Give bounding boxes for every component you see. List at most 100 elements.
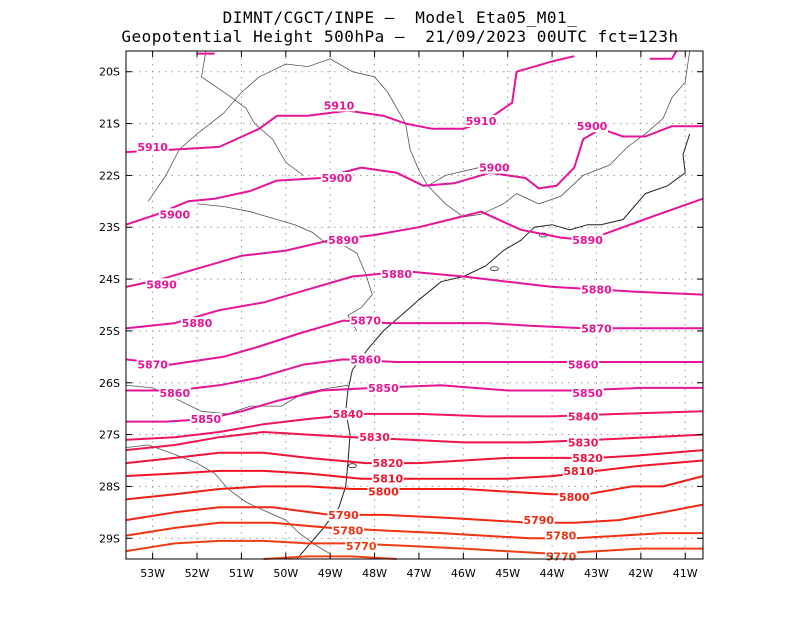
contour-label-bg (327, 508, 360, 521)
contour-label: 5880 (381, 268, 412, 281)
lat-tick-label: 25S (99, 325, 120, 338)
contour-label-bg (580, 322, 613, 335)
coastline (296, 133, 691, 560)
contour-label-bg (323, 99, 356, 112)
title-line-2: Geopotential Height 500hPa – 21/09/2023 … (121, 27, 679, 46)
contour-label-bg (158, 387, 191, 400)
contour-label: 5820 (373, 457, 404, 470)
contour-5780 (125, 521, 703, 540)
contour-5900 (125, 125, 703, 226)
contour-label-bg (181, 317, 214, 330)
contour-label-bg (136, 140, 169, 153)
contour-label: 5880 (182, 317, 213, 330)
lon-tick-label: 50W (273, 567, 298, 580)
contour-label: 5780 (546, 530, 577, 543)
contour-label-bg (567, 358, 600, 371)
contour-label: 5790 (328, 509, 359, 522)
contour-label-bg (136, 358, 169, 371)
island (347, 463, 357, 469)
lon-tick-label: 46W (451, 567, 476, 580)
lon-tick-label: 51W (229, 567, 254, 580)
coastline-path (296, 133, 691, 560)
lat-tick-label: 22S (99, 169, 120, 182)
contour-label: 5850 (572, 387, 603, 400)
axis-ticks: 53W 52W 51W 50W 49W 48W 47W 46W 45W 44W 43W 42W 41W 2… (99, 51, 703, 580)
contour-5900 (649, 50, 678, 60)
lon-tick-label: 52W (185, 567, 210, 580)
contour-label: 5770 (346, 540, 377, 553)
island (489, 266, 499, 272)
lat-tick-label: 29S (99, 532, 120, 545)
contour-5830 (125, 431, 704, 452)
contour-label-bg (358, 431, 391, 444)
contour-label-bg (558, 490, 591, 503)
contour-label: 5790 (523, 514, 554, 527)
lat-tick-label: 20S (99, 66, 120, 79)
contour-label-bg (367, 381, 400, 394)
contour-label-bg (580, 283, 613, 296)
contour-label: 5870 (350, 315, 381, 328)
contour-label: 5820 (572, 452, 603, 465)
contour-label-bg (567, 410, 600, 423)
contour-label: 5900 (577, 120, 608, 133)
contour-lines (125, 50, 704, 560)
contour-label-bg (327, 234, 360, 247)
contour-label: 5800 (559, 491, 590, 504)
contour-label-bg (522, 514, 555, 527)
lon-tick-label: 49W (318, 567, 343, 580)
contour-label: 5830 (568, 436, 599, 449)
contour-label-bg (571, 387, 604, 400)
contour-label: 5840 (568, 410, 599, 423)
state-boundary (196, 203, 373, 332)
contour-5820 (125, 449, 704, 465)
contour-label: 5900 (479, 162, 510, 175)
contour-label: 5910 (324, 99, 355, 112)
state-boundary (201, 50, 304, 176)
contour-label-bg (371, 472, 404, 485)
contour-label-bg (320, 172, 353, 184)
contour-label: 5860 (160, 387, 191, 400)
contour-label-bg (349, 353, 382, 366)
lon-tick-label: 47W (407, 567, 432, 580)
contour-label: 5890 (572, 234, 603, 247)
contour-label-bg (331, 524, 364, 537)
contour-label: 5850 (191, 413, 222, 426)
contour-5810 (125, 459, 704, 480)
contour-label: 5860 (568, 359, 599, 372)
grid-lines (126, 51, 703, 559)
contour-label-bg (576, 120, 609, 133)
lon-tick-label: 53W (140, 567, 165, 580)
contour-label-bg (189, 413, 222, 426)
contour-label: 5890 (146, 278, 177, 291)
contour-label-bg (478, 161, 511, 174)
lat-tick-label: 26S (99, 377, 120, 390)
contour-labels: 5910 5910 5910 5900 5900 5900 5900 5890 5890 5890… (136, 99, 613, 563)
contour-label: 5830 (359, 431, 390, 444)
contour-5770 (125, 539, 703, 555)
lon-tick-label: 43W (584, 567, 609, 580)
contour-label: 5900 (322, 172, 353, 185)
contour-label: 5810 (563, 465, 594, 478)
contour-label-bg (562, 464, 595, 477)
lon-tick-label: 44W (540, 567, 565, 580)
lat-tick-label: 24S (99, 273, 120, 286)
lon-tick-label: 41W (673, 567, 698, 580)
contour-label: 5890 (328, 234, 359, 247)
contour-5890 (125, 197, 704, 288)
contour-label: 5770 (546, 550, 577, 563)
contour-label: 5870 (581, 322, 612, 335)
contour-label-bg (158, 208, 191, 221)
contour-label-bg (345, 540, 378, 553)
contour-label-bg (567, 436, 600, 449)
lon-tick-label: 42W (628, 567, 653, 580)
contour-label-bg (145, 278, 178, 291)
contour-5910 (125, 55, 575, 154)
contour-label: 5910 (137, 141, 168, 154)
contour-label-bg (571, 451, 604, 464)
lon-tick-label: 45W (495, 567, 520, 580)
state-boundary (147, 50, 691, 218)
contour-5800 (125, 475, 704, 501)
lon-tick-label: 48W (362, 567, 387, 580)
contour-label: 5910 (466, 115, 497, 128)
